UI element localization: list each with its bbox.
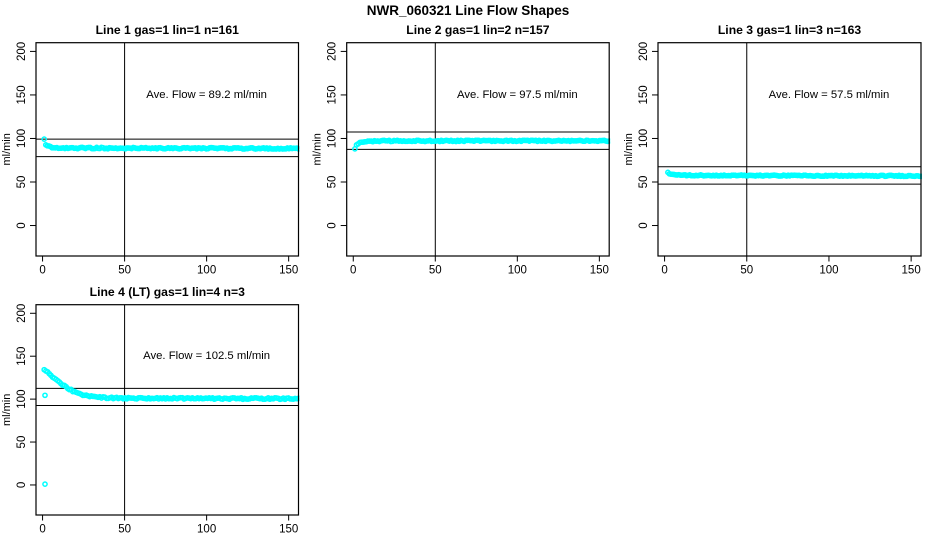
panel-title: Line 2 gas=1 lin=2 n=157 <box>406 23 550 37</box>
y-axis-title: ml/min <box>1 394 13 426</box>
panel-line-3: 0 50 100 150 0 50 100 150 200 ml/min Line 3 gas=1 … <box>623 23 922 277</box>
data-points <box>41 136 300 152</box>
y-tick-label: 100 <box>327 129 339 148</box>
y-tick-label: 0 <box>16 222 28 228</box>
x-tick-label: 150 <box>902 265 921 277</box>
y-tick-label: 200 <box>638 42 650 61</box>
panel-title: Line 4 (LT) gas=1 lin=4 n=3 <box>90 285 245 299</box>
y-tick-label: 100 <box>638 129 650 148</box>
y-tick-label: 150 <box>638 85 650 104</box>
x-tick-label: 0 <box>350 265 356 277</box>
y-tick-label: 200 <box>16 42 28 61</box>
x-tick-label: 0 <box>39 524 45 536</box>
plot-box <box>657 42 922 257</box>
y-tick-label: 50 <box>327 176 339 189</box>
panel-title: Line 1 gas=1 lin=1 n=161 <box>96 23 240 37</box>
y-tick-label: 100 <box>16 390 28 409</box>
panel-line-2: 0 50 100 150 0 50 100 150 200 ml/min Line 2 gas=1 … <box>312 23 611 277</box>
x-tick-label: 50 <box>429 265 442 277</box>
y-tick-label: 50 <box>638 176 650 189</box>
x-tick-label: 100 <box>197 265 216 277</box>
x-tick-label: 50 <box>118 524 131 536</box>
data-point-isolated <box>42 392 48 399</box>
y-tick-label: 150 <box>327 85 339 104</box>
data-point <box>41 136 48 142</box>
panels-group: 0 50 100 150 0 50 100 150 200 ml/min Line 1 gas=1 … <box>1 23 922 536</box>
data-point-isolated <box>42 481 48 487</box>
x-tick-label: 150 <box>279 524 298 536</box>
y-tick-label: 0 <box>327 222 339 228</box>
x-tick-label: 100 <box>819 265 838 277</box>
ave-flow-annotation: Ave. Flow = 57.5 ml/min <box>769 89 890 101</box>
y-tick-label: 100 <box>16 129 28 148</box>
y-tick-label: 50 <box>16 436 28 449</box>
y-axis-title: ml/min <box>1 133 13 165</box>
x-tick-label: 0 <box>39 265 45 277</box>
plot-box <box>346 42 610 257</box>
y-tick-label: 150 <box>16 347 28 366</box>
data-points <box>41 366 300 487</box>
y-tick-label: 200 <box>16 304 28 323</box>
x-tick-label: 100 <box>508 265 527 277</box>
y-tick-label: 0 <box>638 222 650 228</box>
y-tick-label: 150 <box>16 85 28 104</box>
x-tick-label: 150 <box>590 265 609 277</box>
x-tick-label: 50 <box>118 265 131 277</box>
plot-box <box>35 304 300 516</box>
ave-flow-annotation: Ave. Flow = 97.5 ml/min <box>457 89 578 101</box>
plot-box <box>35 42 300 257</box>
figure-title: NWR_060321 Line Flow Shapes <box>367 3 570 18</box>
x-tick-label: 0 <box>661 265 667 277</box>
y-tick-label: 0 <box>16 482 28 488</box>
x-tick-label: 50 <box>740 265 753 277</box>
x-tick-label: 100 <box>197 524 216 536</box>
x-tick-label: 150 <box>279 265 298 277</box>
panel-title: Line 3 gas=1 lin=3 n=163 <box>718 23 862 37</box>
panel-line-1: 0 50 100 150 0 50 100 150 200 ml/min Line 1 gas=1 … <box>1 23 300 277</box>
y-tick-label: 200 <box>327 42 339 61</box>
panel-line-4: 0 50 100 150 0 50 100 150 200 ml/min Line 4 (LT) g… <box>1 285 300 536</box>
ave-flow-annotation: Ave. Flow = 89.2 ml/min <box>146 89 267 101</box>
data-points <box>665 169 922 180</box>
y-axis-title: ml/min <box>312 133 324 165</box>
y-tick-label: 50 <box>16 176 28 189</box>
ave-flow-annotation: Ave. Flow = 102.5 ml/min <box>143 350 270 362</box>
y-axis-title: ml/min <box>623 133 635 165</box>
data-points <box>352 137 611 152</box>
